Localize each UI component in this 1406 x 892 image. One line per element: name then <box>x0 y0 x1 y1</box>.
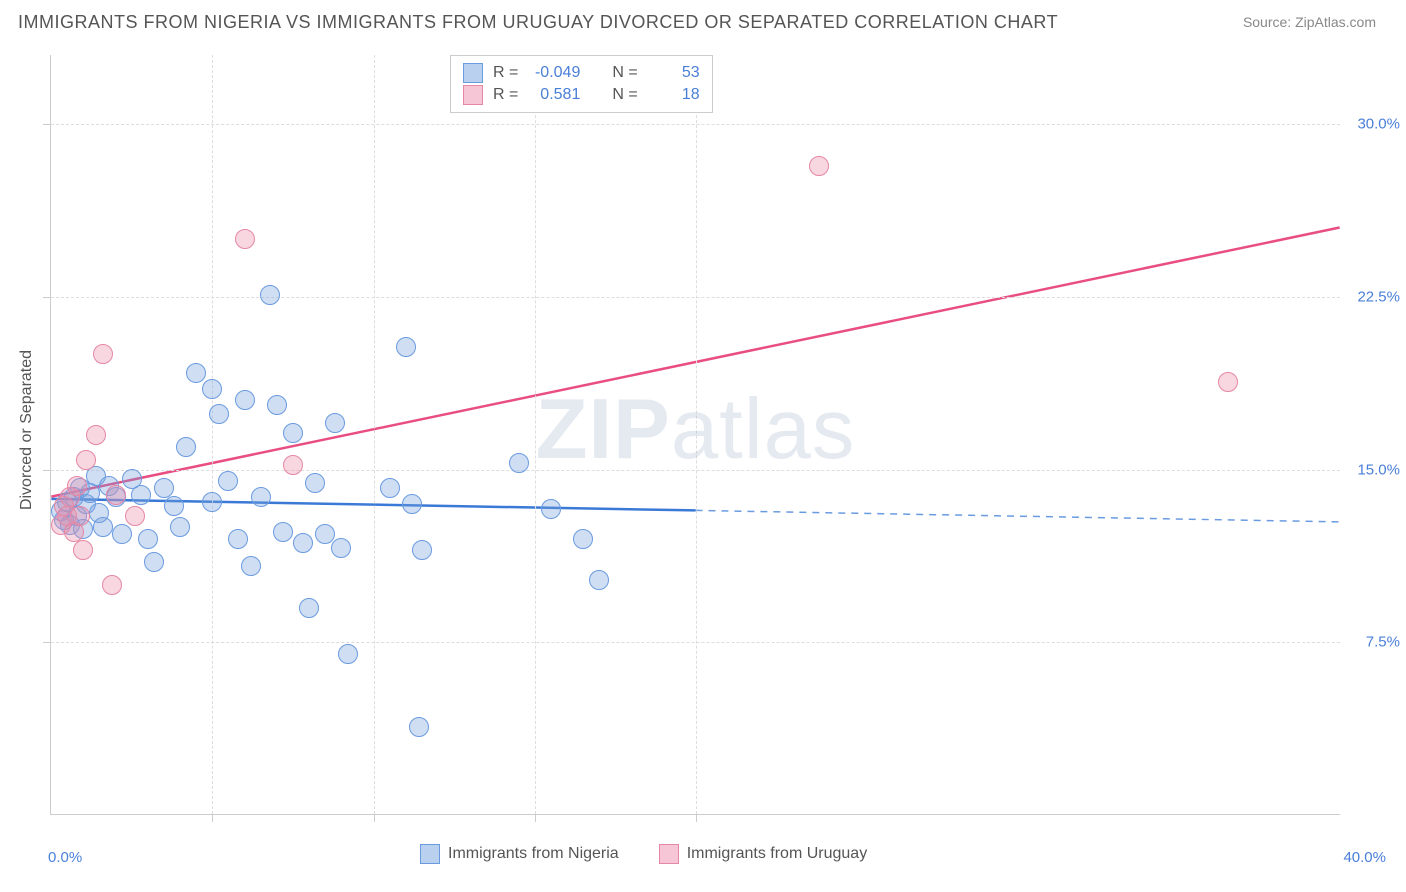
chart-container: IMMIGRANTS FROM NIGERIA VS IMMIGRANTS FR… <box>0 0 1406 892</box>
scatter-point <box>170 517 190 537</box>
chart-title: IMMIGRANTS FROM NIGERIA VS IMMIGRANTS FR… <box>18 12 1058 33</box>
scatter-point <box>541 499 561 519</box>
y-tick-mark <box>43 470 51 471</box>
scatter-point <box>409 717 429 737</box>
y-tick-label: 22.5% <box>1345 288 1400 305</box>
y-tick-label: 30.0% <box>1345 116 1400 133</box>
y-axis-label: Divorced or Separated <box>18 350 36 510</box>
scatter-point <box>106 485 126 505</box>
y-tick-mark <box>43 297 51 298</box>
scatter-point <box>809 156 829 176</box>
legend-series-label: Immigrants from Nigeria <box>448 845 619 863</box>
scatter-point <box>235 390 255 410</box>
series-legend: Immigrants from Nigeria Immigrants from U… <box>420 844 867 864</box>
scatter-point <box>202 492 222 512</box>
y-tick-mark <box>43 642 51 643</box>
scatter-point <box>283 423 303 443</box>
y-tick-label: 7.5% <box>1345 634 1400 651</box>
legend-swatch-icon <box>463 63 483 83</box>
scatter-point <box>131 485 151 505</box>
scatter-point <box>412 540 432 560</box>
legend-swatch-icon <box>659 844 679 864</box>
x-axis-max-label: 40.0% <box>1343 849 1386 866</box>
grid-line-vertical <box>535 55 536 814</box>
scatter-point <box>202 379 222 399</box>
scatter-point <box>186 363 206 383</box>
scatter-point <box>267 395 287 415</box>
scatter-point <box>396 337 416 357</box>
scatter-point <box>144 552 164 572</box>
scatter-point <box>93 517 113 537</box>
legend-r-value: 0.581 <box>528 84 580 106</box>
x-axis-min-label: 0.0% <box>48 849 82 866</box>
legend-swatch-icon <box>463 85 483 105</box>
legend-r-value: -0.049 <box>528 62 580 84</box>
scatter-point <box>70 506 90 526</box>
scatter-point <box>102 575 122 595</box>
scatter-point <box>112 524 132 544</box>
grid-line-vertical <box>374 55 375 814</box>
scatter-point <box>299 598 319 618</box>
scatter-point <box>305 473 325 493</box>
legend-row: R = 0.581 N = 18 <box>463 84 700 106</box>
legend-swatch-icon <box>420 844 440 864</box>
scatter-point <box>138 529 158 549</box>
scatter-point <box>260 285 280 305</box>
x-tick-mark <box>535 814 536 822</box>
legend-r-label: R = <box>493 84 518 106</box>
scatter-point <box>86 425 106 445</box>
plot-area: ZIPatlas 7.5%15.0%22.5%30.0% <box>50 55 1340 815</box>
legend-n-value: 18 <box>648 84 700 106</box>
scatter-point <box>125 506 145 526</box>
scatter-point <box>154 478 174 498</box>
regression-line-dashed <box>696 510 1340 522</box>
scatter-point <box>273 522 293 542</box>
grid-line-vertical <box>696 55 697 814</box>
scatter-point <box>228 529 248 549</box>
scatter-point <box>164 496 184 516</box>
legend-bottom-item: Immigrants from Nigeria <box>420 844 619 864</box>
legend-n-label: N = <box>612 62 637 84</box>
legend-bottom-item: Immigrants from Uruguay <box>659 844 868 864</box>
scatter-point <box>589 570 609 590</box>
legend-n-label: N = <box>612 84 637 106</box>
scatter-point <box>380 478 400 498</box>
y-tick-label: 15.0% <box>1345 461 1400 478</box>
legend-row: R = -0.049 N = 53 <box>463 62 700 84</box>
scatter-point <box>176 437 196 457</box>
scatter-point <box>1218 372 1238 392</box>
x-tick-mark <box>212 814 213 822</box>
scatter-point <box>251 487 271 507</box>
scatter-point <box>235 229 255 249</box>
scatter-point <box>293 533 313 553</box>
scatter-point <box>73 540 93 560</box>
x-tick-mark <box>374 814 375 822</box>
scatter-point <box>402 494 422 514</box>
grid-line-vertical <box>212 55 213 814</box>
scatter-point <box>93 344 113 364</box>
scatter-point <box>218 471 238 491</box>
scatter-point <box>331 538 351 558</box>
legend-r-label: R = <box>493 62 518 84</box>
scatter-point <box>338 644 358 664</box>
scatter-point <box>509 453 529 473</box>
legend-series-label: Immigrants from Uruguay <box>687 845 868 863</box>
scatter-point <box>76 450 96 470</box>
scatter-point <box>573 529 593 549</box>
correlation-legend: R = -0.049 N = 53 R = 0.581 N = 18 <box>450 55 713 113</box>
legend-n-value: 53 <box>648 62 700 84</box>
source-label: Source: ZipAtlas.com <box>1243 14 1376 30</box>
scatter-point <box>241 556 261 576</box>
y-tick-mark <box>43 124 51 125</box>
scatter-point <box>67 476 87 496</box>
scatter-point <box>209 404 229 424</box>
x-tick-mark <box>696 814 697 822</box>
scatter-point <box>325 413 345 433</box>
scatter-point <box>283 455 303 475</box>
